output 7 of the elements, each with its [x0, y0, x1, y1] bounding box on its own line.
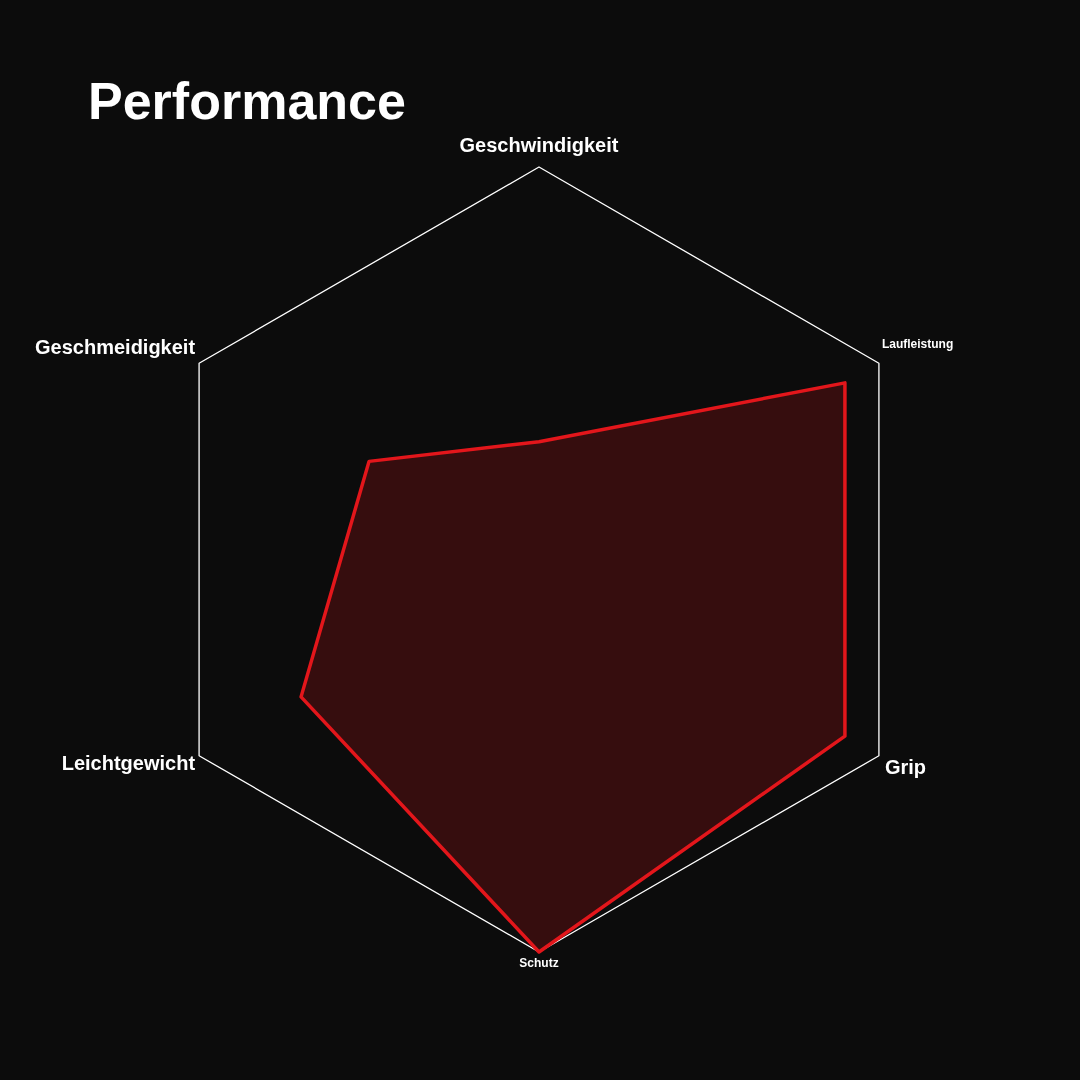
- spoke-label: Geschmeidigkeit: [35, 336, 196, 359]
- spoke-label: Grip: [884, 755, 927, 778]
- spoke-label: Geschwindigkeit: [459, 134, 619, 156]
- spoke-label: Schutz: [519, 956, 559, 970]
- chart-title: Performance: [88, 72, 406, 130]
- spoke-label: Leichtgewicht: [61, 751, 196, 774]
- spoke-label: Laufleistung: [881, 337, 954, 352]
